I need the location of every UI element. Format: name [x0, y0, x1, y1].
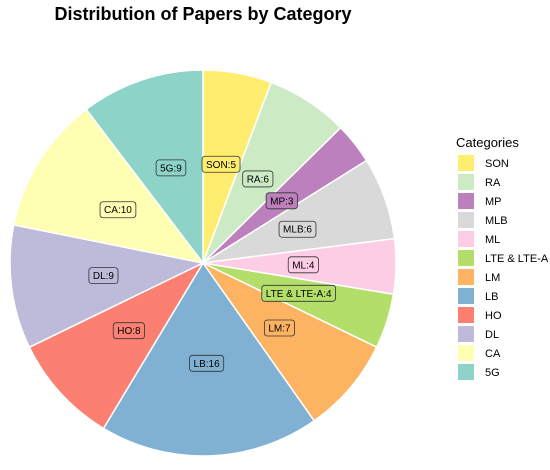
- svg-text:SON:5: SON:5: [206, 160, 236, 171]
- pie-slice-5g: [85, 69, 204, 266]
- slice-label-mlb: MLB:6: [278, 220, 317, 238]
- pie-slice-lm: [200, 261, 378, 422]
- pie-slice-ho: [28, 261, 205, 430]
- legend-label-lm: LM: [485, 272, 500, 284]
- legend-swatch-ra: [458, 174, 474, 190]
- legend-label-ra: RA: [485, 177, 501, 189]
- slice-label-mp: MP:3: [265, 192, 298, 210]
- svg-text:RA:6: RA:6: [247, 174, 270, 185]
- slice-label-ml: ML:4: [287, 256, 319, 274]
- slice-label-lb: LB:16: [189, 354, 225, 372]
- pie-slice-ca: [12, 108, 205, 265]
- legend-swatch-lm: [458, 269, 474, 285]
- legend-swatch-dl: [458, 326, 474, 342]
- svg-text:CA:10: CA:10: [104, 205, 132, 216]
- svg-text:MP:3: MP:3: [270, 196, 294, 207]
- slice-label-dl: DL:9: [88, 267, 119, 285]
- legend-label-5g: 5G: [485, 367, 500, 379]
- legend-label-son: SON: [485, 158, 509, 170]
- svg-text:LM:7: LM:7: [268, 323, 291, 334]
- legend-swatch-mp: [458, 193, 474, 209]
- svg-text:DL:9: DL:9: [93, 271, 115, 282]
- legend-swatch-ca: [458, 345, 474, 361]
- legend-swatch-lb: [458, 288, 474, 304]
- legend-swatch-son: [458, 155, 474, 171]
- legend-swatch-ho: [458, 307, 474, 323]
- svg-text:MLB:6: MLB:6: [283, 225, 312, 236]
- legend-swatch-mlb: [458, 212, 474, 228]
- pie-slice-dl: [9, 224, 206, 349]
- legend-swatch-ml: [458, 231, 474, 247]
- legend-label-ho: HO: [485, 310, 502, 322]
- svg-text:LTE & LTE-A:4: LTE & LTE-A:4: [266, 289, 332, 300]
- pie-slices: [9, 69, 397, 457]
- legend-label-dl: DL: [485, 329, 499, 341]
- slice-label-lm: LM:7: [263, 319, 296, 337]
- svg-text:LB:16: LB:16: [194, 359, 221, 370]
- slice-label-ho: HO:8: [112, 322, 145, 340]
- chart-title: Distribution of Papers by Category: [54, 4, 351, 24]
- legend-label-ca: CA: [485, 348, 501, 360]
- legend-swatch-lte-lte-a: [458, 250, 474, 266]
- legend-label-mp: MP: [485, 196, 502, 208]
- legend-swatch-5g: [458, 364, 474, 380]
- legend-title: Categories: [456, 135, 519, 150]
- legend: Categories SON RA MP MLB ML LTE & LTE-A LM LB HO…: [456, 135, 549, 380]
- slice-label-ca: CA:10: [99, 201, 137, 219]
- slice-labels: SON:5 RA:6MP:3 MLB:6 ML:4 LTE & LTE-A:4 LM:7 L…: [88, 155, 336, 372]
- legend-label-mlb: MLB: [485, 215, 508, 227]
- svg-text:ML:4: ML:4: [292, 260, 315, 271]
- legend-label-ml: ML: [485, 234, 500, 246]
- svg-text:HO:8: HO:8: [117, 326, 141, 337]
- svg-text:5G:9: 5G:9: [160, 163, 182, 174]
- legend-label-lte-lte-a: LTE & LTE-A: [485, 253, 549, 265]
- slice-label-5g: 5G:9: [155, 159, 187, 177]
- legend-label-lb: LB: [485, 291, 498, 303]
- slice-label-son: SON:5: [201, 155, 241, 173]
- slice-label-lte-lte-a: LTE & LTE-A:4: [261, 284, 336, 302]
- slice-label-ra: RA:6: [242, 170, 274, 188]
